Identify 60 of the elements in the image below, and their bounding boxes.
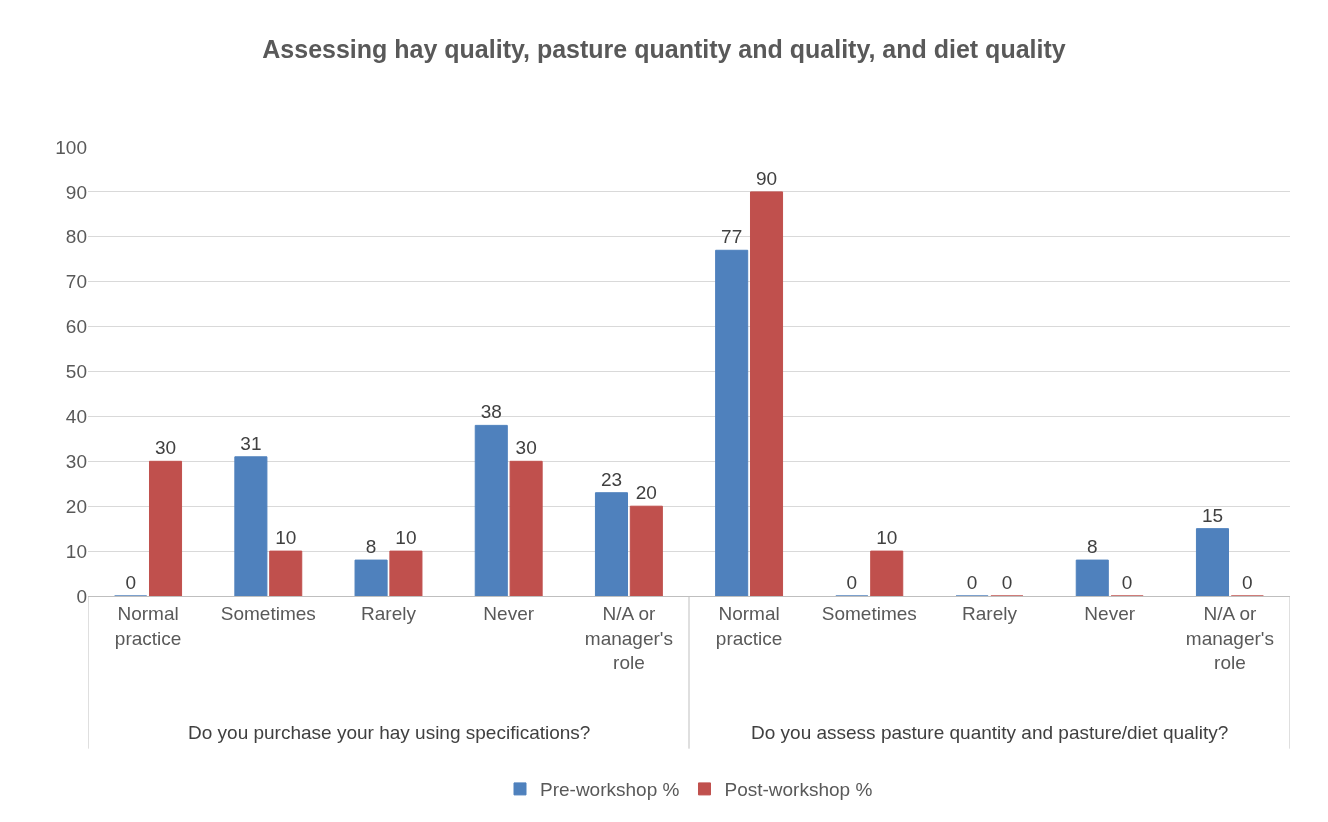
data-label: 0 [966, 572, 978, 593]
bar [474, 424, 508, 596]
data-label: 77 [721, 226, 743, 248]
bar [354, 559, 388, 596]
bar [594, 492, 629, 596]
y-tick-label: 40 [65, 406, 87, 428]
bar [269, 550, 303, 596]
y-tick-label: 60 [65, 316, 87, 338]
y-tick-label: 20 [65, 495, 87, 517]
y-tick-label: 50 [65, 361, 87, 383]
data-label: 38 [480, 401, 502, 423]
x-tick-label: Sometimes [220, 602, 316, 624]
y-tick-label: 100 [55, 136, 87, 158]
data-label: 20 [635, 482, 657, 504]
x-tick-label: N/A or manager's role [584, 602, 673, 674]
y-tick-label: 0 [76, 585, 87, 607]
data-label: 0 [1121, 572, 1133, 593]
y-tick-label: 90 [65, 181, 87, 203]
bar [870, 550, 904, 596]
data-label: 8 [365, 536, 377, 558]
data-label: 0 [1001, 572, 1013, 593]
text: Do you assess pasture quantity and pasture/diet quality? [751, 722, 1229, 743]
legend-label: Pre-workshop % [540, 779, 680, 801]
x-tick-label: Normal practice [715, 602, 783, 649]
x-tick-label: Sometimes [821, 602, 917, 624]
bar [629, 505, 663, 596]
data-label: 10 [876, 527, 898, 549]
bar [389, 550, 423, 596]
x-tick-label: Rarely [361, 602, 417, 624]
chart-title: Assessing hay quality, pasture quantity and quality, and diet quality [262, 35, 1066, 64]
data-label: 0 [125, 572, 136, 593]
data-label: 0 [846, 572, 858, 593]
y-tick-label: 10 [65, 540, 87, 562]
data-label: 23 [600, 468, 623, 490]
x-tick-label: Normal practice [114, 602, 182, 649]
x-tick-label: Rarely [962, 602, 1018, 624]
bar [234, 456, 268, 596]
legend-label: Post-workshop % [724, 779, 873, 801]
bar [509, 460, 543, 596]
data-label: 30 [154, 437, 177, 459]
data-label: 0 [1242, 572, 1253, 593]
y-tick-label: 80 [65, 226, 87, 248]
data-label: 10 [275, 527, 297, 549]
bar [148, 460, 183, 596]
y-tick-label: 70 [65, 271, 87, 293]
y-tick-label: 30 [65, 450, 87, 472]
text: Do you purchase your hay using specifications? [188, 722, 591, 743]
bar [749, 191, 784, 596]
bar [715, 249, 749, 596]
data-label: 90 [755, 167, 778, 189]
data-label: 10 [395, 527, 417, 549]
bar [1195, 528, 1230, 596]
bar [1075, 559, 1109, 596]
x-tick-label: Never [1084, 602, 1136, 624]
data-label: 31 [240, 432, 262, 454]
x-tick-label: Never [483, 602, 535, 624]
data-label: 30 [515, 437, 537, 459]
data-label: 8 [1086, 536, 1098, 558]
data-label: 15 [1201, 504, 1224, 526]
x-tick-label: N/A or manager's role [1185, 602, 1274, 674]
